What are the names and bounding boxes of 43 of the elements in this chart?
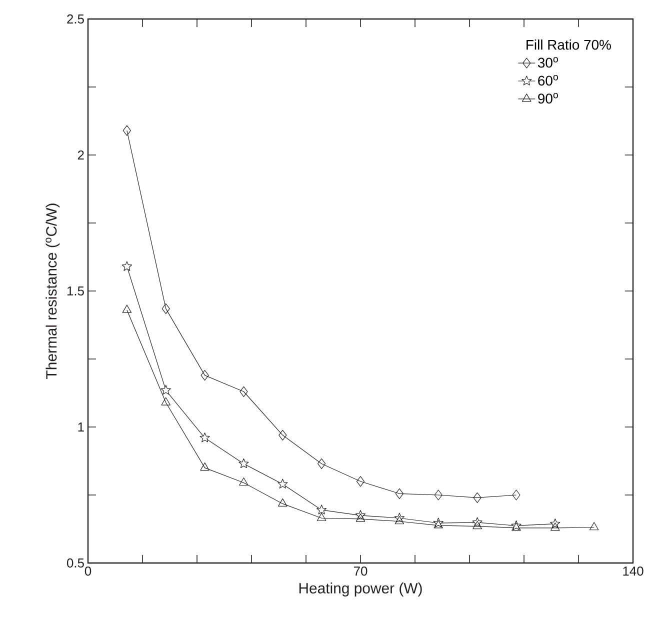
legend-label: 90$^{o}$ (538, 92, 558, 104)
point (472, 520, 482, 530)
point (122, 261, 132, 271)
point (161, 397, 170, 406)
point (356, 476, 365, 487)
point (122, 304, 132, 313)
point (473, 492, 482, 504)
point (160, 384, 171, 395)
y-tick-label: 2.5 (67, 14, 84, 24)
point (316, 512, 326, 521)
legend-label: 30$^{o}$ (538, 57, 558, 68)
point (589, 522, 599, 530)
x-tick-label: 0 (84, 566, 92, 576)
point (239, 477, 248, 486)
point (122, 125, 131, 136)
x-tick-label: 140 (623, 566, 644, 576)
y-tick-label: 2 (78, 150, 84, 160)
point (356, 514, 366, 522)
y-axis-title: Thermal resistance ($^{o}$C/W) (46, 204, 60, 379)
x-tick-label: 70 (354, 566, 368, 576)
y-tick-label: 0.5 (66, 558, 84, 568)
point (434, 490, 442, 500)
y-tick-label: 1 (78, 422, 84, 432)
x-axis-title: Heating power (W) (299, 582, 422, 596)
point (278, 478, 288, 488)
point (395, 488, 404, 499)
point (278, 498, 288, 507)
y-tick-label: 1.5 (67, 286, 84, 296)
point (318, 458, 326, 470)
point (200, 370, 209, 381)
point (162, 303, 170, 314)
point (394, 516, 404, 524)
point (512, 490, 520, 500)
point (200, 462, 210, 471)
point (316, 504, 327, 514)
point (512, 522, 521, 531)
point (238, 458, 249, 468)
legend-title: Fill Ratio 70% (526, 39, 611, 50)
point (434, 520, 443, 528)
point (240, 386, 248, 397)
legend-label: 60$^{o}$ (538, 75, 558, 86)
point (200, 432, 210, 442)
point (278, 430, 287, 440)
